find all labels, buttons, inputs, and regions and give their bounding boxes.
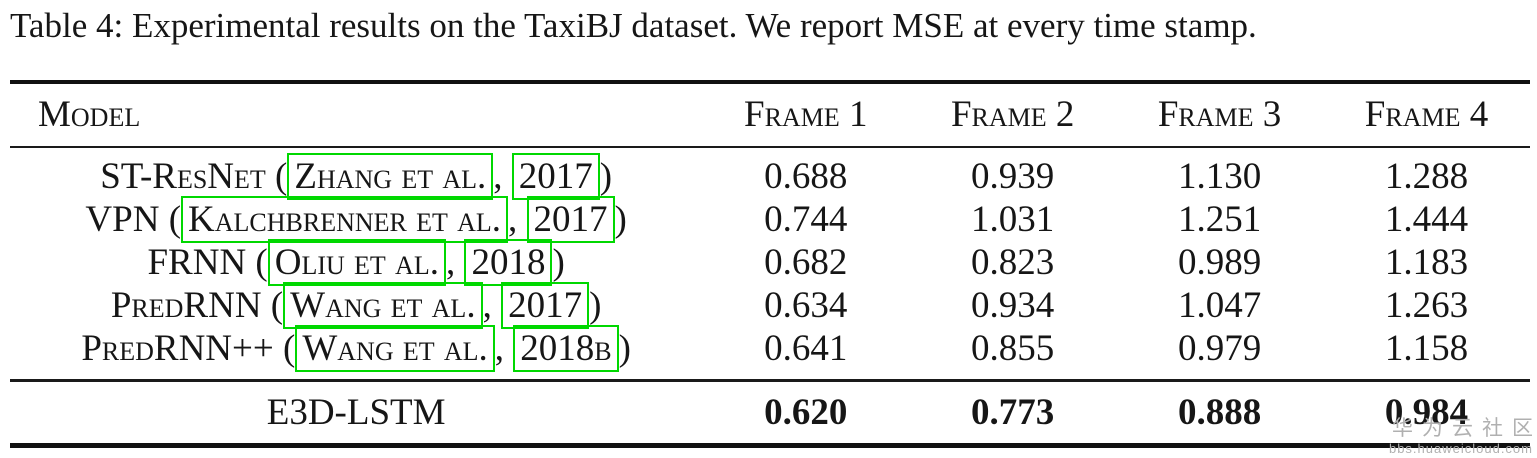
model-cell: VPN (Kalchbrenner et al., 2017) [10,196,702,243]
mse-value: 1.047 [1177,285,1262,326]
closing-paren: ) [589,285,602,326]
column-header-frame-2: Frame 2 [950,94,1075,135]
watermark-url: bbs.huaweicloud.com [1388,440,1533,456]
table-caption: Table 4: Experimental results on the Tax… [10,6,1257,45]
mse-value: 0.855 [971,328,1055,369]
closing-paren: ) [552,242,565,283]
table-row: PredRNN++ (Wang et al., 2018b) 0.641 0.8… [10,325,1530,381]
closing-paren: ) [599,156,613,197]
citation-link-box[interactable]: Kalchbrenner et al. [181,196,509,243]
citation-separator: , [445,242,465,283]
citation-link-box[interactable]: Wang et al. [283,282,483,329]
citation-link-box[interactable]: Wang et al. [295,325,495,372]
mse-value-best: 0.773 [971,392,1055,433]
citation-separator: , [493,156,512,197]
model-cell: ST-ResNet (Zhang et al., 2017) [10,147,702,200]
results-table: Model Frame 1 Frame 2 Frame 3 Frame 4 ST… [10,80,1530,448]
mse-value: 0.634 [764,285,848,326]
mse-value-best: 0.888 [1177,392,1262,433]
column-header-frame-3: Frame 3 [1157,94,1282,135]
model-name: PredRNN++ ( [81,328,296,369]
model-name: VPN ( [85,199,182,240]
watermark: 华为云社区 bbs.huaweicloud.com [1389,417,1533,456]
table-row: ST-ResNet (Zhang et al., 2017) 0.688 0.9… [10,147,1530,200]
citation-separator: , [508,199,527,240]
mse-value: 0.688 [764,156,848,197]
model-name: FRNN ( [147,242,268,283]
citation-separator: , [482,285,502,326]
model-name: PredRNN ( [110,285,284,326]
table-row: FRNN (Oliu et al., 2018) 0.682 0.823 0.9… [10,239,1530,286]
mse-value: 0.682 [764,242,848,283]
mse-value: 1.031 [971,199,1055,240]
table-header-row: Model Frame 1 Frame 2 Frame 3 Frame 4 [10,82,1530,147]
citation-year-link-box[interactable]: 2018b [513,325,619,372]
mse-value: 0.934 [971,285,1055,326]
model-cell: PredRNN++ (Wang et al., 2018b) [10,325,702,381]
mse-value-best: 0.620 [764,392,848,433]
column-header-frame-4: Frame 4 [1364,94,1489,135]
highlight-row: E3D-LSTM 0.620 0.773 0.888 0.984 [10,380,1530,446]
mse-value: 1.158 [1384,328,1469,369]
mse-value: 1.263 [1384,285,1469,326]
column-header-frame-1: Frame 1 [744,94,868,135]
column-header-model: Model [38,94,141,135]
mse-value: 1.183 [1384,242,1469,283]
citation-link-box[interactable]: Zhang et al. [287,153,494,200]
watermark-community-name: 华为云社区 [1392,416,1537,440]
mse-value: 1.251 [1177,199,1262,240]
citation-link-box[interactable]: Oliu et al. [267,239,446,286]
mse-value: 0.641 [764,328,848,369]
table-row: VPN (Kalchbrenner et al., 2017) 0.744 1.… [10,196,1530,243]
model-cell: PredRNN (Wang et al., 2017) [10,282,702,329]
mse-value: 0.744 [764,199,848,240]
model-name: ST-ResNet ( [100,156,288,197]
mse-value: 1.288 [1384,156,1469,197]
table-row-e3d-lstm: E3D-LSTM 0.620 0.773 0.888 0.984 [10,381,1530,446]
citation-year-link-box[interactable]: 2017 [526,196,615,243]
closing-paren: ) [614,199,627,240]
mse-value: 0.939 [971,156,1055,197]
mse-value: 0.979 [1177,328,1262,369]
citation-year-link-box[interactable]: 2017 [511,153,600,200]
mse-value-best: 0.984 [1384,392,1469,433]
model-cell: E3D-LSTM [266,392,446,433]
mse-value: 0.823 [971,242,1055,283]
table-row: PredRNN (Wang et al., 2017) 0.634 0.934 … [10,282,1530,329]
citation-year-link-box[interactable]: 2018 [464,239,553,286]
citation-year-link-box[interactable]: 2017 [501,282,590,329]
mse-value: 0.989 [1177,242,1262,283]
mse-value: 1.130 [1177,156,1262,197]
mse-value: 1.444 [1384,199,1469,240]
model-cell: FRNN (Oliu et al., 2018) [10,239,702,286]
closing-paren: ) [618,328,631,369]
citation-separator: , [494,328,514,369]
